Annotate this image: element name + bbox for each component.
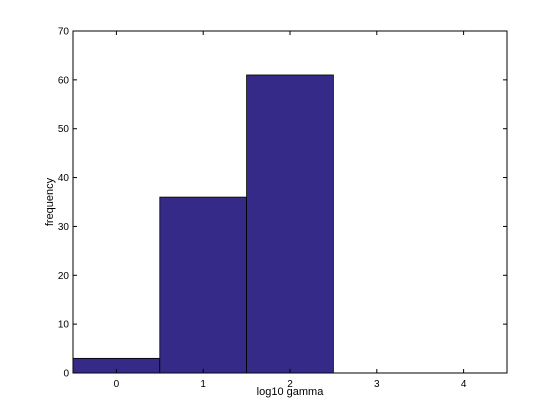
x-axis-ticks: 0 1 2 3 4 (114, 31, 467, 390)
y-axis-label: frequency (44, 177, 56, 226)
x-tick-label-0: 0 (114, 379, 120, 390)
y-tick-label-6: 60 (58, 75, 70, 86)
x-tick-label-1: 1 (200, 379, 206, 390)
x-tick-label-2: 2 (287, 379, 293, 390)
y-axis-ticks: 0 10 20 30 40 50 60 70 (58, 27, 507, 380)
x-axis-label: log10 gamma (257, 386, 325, 398)
x-tick-label-4: 4 (461, 379, 467, 390)
x-tick-label-3: 3 (374, 379, 380, 390)
bars-group (72, 74, 334, 374)
y-tick-label-5: 50 (58, 124, 70, 135)
y-tick-label-2: 20 (58, 271, 70, 282)
histogram-bar-2 (246, 74, 334, 374)
y-tick-label-4: 40 (58, 173, 70, 184)
histogram-bar-1 (159, 196, 248, 374)
y-tick-label-0: 0 (63, 369, 69, 380)
y-tick-label-1: 10 (58, 320, 70, 331)
y-tick-label-7: 70 (58, 27, 70, 38)
y-tick-label-3: 30 (58, 222, 70, 233)
